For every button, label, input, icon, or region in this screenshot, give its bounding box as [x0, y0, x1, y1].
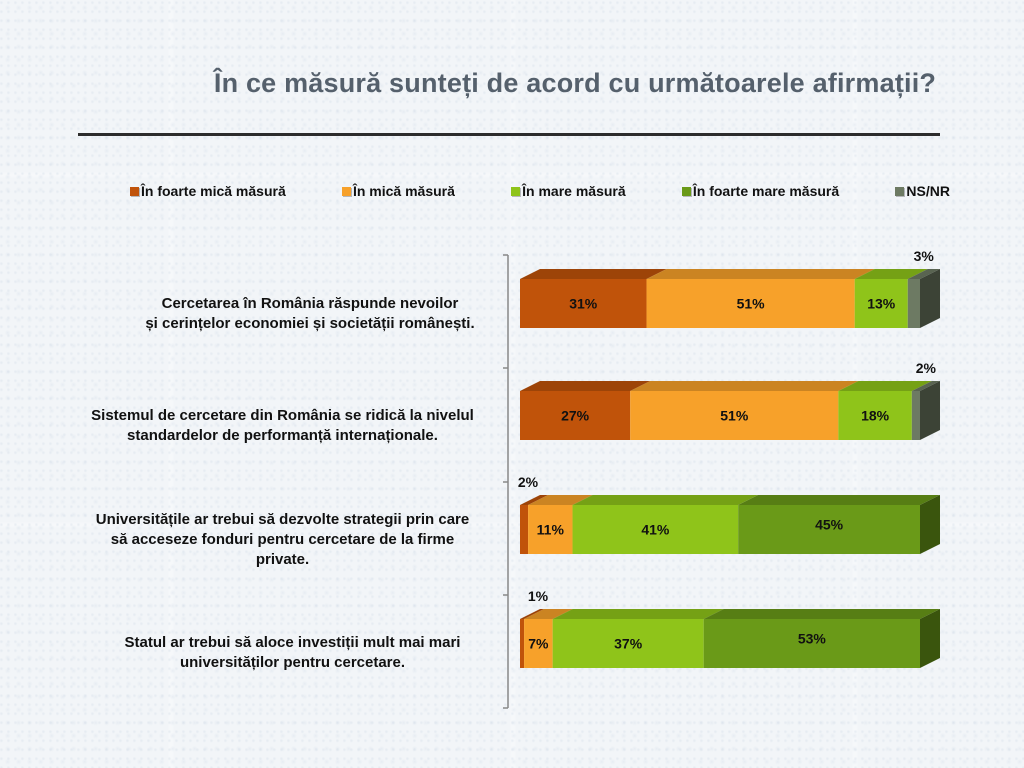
category-label-4: Statul ar trebui să aloce investiții mul… [124, 634, 461, 671]
category-label-1: Cercetarea în România răspunde nevoilor … [145, 295, 475, 332]
data-label: 51% [737, 296, 766, 312]
data-label: 7% [528, 636, 549, 652]
legend-item-foarte-mica: În foarte mică măsură [130, 183, 286, 199]
legend-item-mare: În mare măsură [511, 183, 626, 199]
bar-top-face [703, 609, 940, 619]
bar-side-face [920, 609, 940, 668]
legend-label: NS/NR [906, 183, 950, 199]
data-label: 27% [561, 408, 590, 424]
legend-label: În foarte mică măsură [141, 183, 286, 199]
chart-title: În ce măsură sunteți de acord cu următoa… [213, 68, 937, 98]
legend-item-foarte-mare: În foarte mare măsură [681, 183, 840, 199]
bar-segment [520, 391, 631, 440]
data-label: 37% [614, 636, 643, 652]
legend-label: În mică măsură [352, 183, 455, 199]
bar-segment [524, 619, 553, 668]
bar-top-face [738, 495, 940, 505]
bar-segment [552, 619, 704, 668]
data-label: 2% [518, 474, 539, 490]
bar-top-face [528, 495, 593, 505]
bar-top-face [520, 495, 549, 505]
data-label: 13% [867, 296, 896, 312]
bar-top-face [520, 381, 651, 391]
bar-segment [907, 279, 920, 328]
bar-top-face [630, 381, 859, 391]
legend-label: În mare măsură [522, 183, 626, 199]
legend-swatch [130, 186, 139, 196]
bar-side-face [920, 381, 940, 440]
bar-top-face [911, 381, 940, 391]
legend-swatch [341, 186, 351, 196]
bar-segment [528, 505, 573, 554]
bar-segment [738, 505, 920, 554]
data-label: 51% [720, 408, 749, 424]
data-label: 45% [815, 517, 844, 533]
data-label: 2% [916, 360, 937, 376]
data-label: 1% [528, 588, 549, 604]
bar-top-face [524, 609, 573, 619]
bar-segment [854, 279, 908, 328]
bar-top-face [854, 269, 928, 279]
bar-segment [911, 391, 920, 440]
bar-top-face [907, 269, 940, 279]
bar-top-face [646, 269, 875, 279]
data-label: 11% [537, 522, 565, 538]
legend-swatch [681, 186, 691, 196]
bar-segment [703, 619, 920, 668]
bar-side-face [920, 269, 940, 328]
bar-top-face [520, 269, 667, 279]
data-label: 53% [798, 631, 827, 647]
legend-item-mica: În mică măsură [341, 183, 455, 199]
bar-side-face [920, 495, 940, 554]
data-label: 31% [569, 296, 598, 312]
bar-segment [520, 505, 529, 554]
legend-swatch [511, 186, 521, 196]
bar-segment [520, 619, 525, 668]
bar-segment [572, 505, 739, 554]
title-divider [78, 133, 940, 136]
bar-segment [838, 391, 912, 440]
bar-segment [520, 279, 647, 328]
category-label-2: Sistemul de cercetare din România se rid… [91, 407, 474, 444]
data-label: 18% [861, 408, 890, 424]
bar-segment [646, 279, 855, 328]
bar-top-face [838, 381, 932, 391]
chart-legend: În foarte mică măsură În mică măsură În … [130, 183, 950, 199]
bar-top-face [572, 495, 759, 505]
bar-top-face [520, 609, 545, 619]
legend-swatch [895, 186, 905, 196]
bar-top-face [552, 609, 724, 619]
bar-segment [630, 391, 839, 440]
legend-item-nsnr: NS/NR [895, 183, 950, 199]
category-label-3: Universitățile ar trebui să dezvolte str… [95, 511, 470, 568]
legend-label: În foarte mare măsură [692, 183, 840, 199]
data-label: 41% [641, 522, 670, 538]
data-label: 3% [914, 248, 935, 264]
